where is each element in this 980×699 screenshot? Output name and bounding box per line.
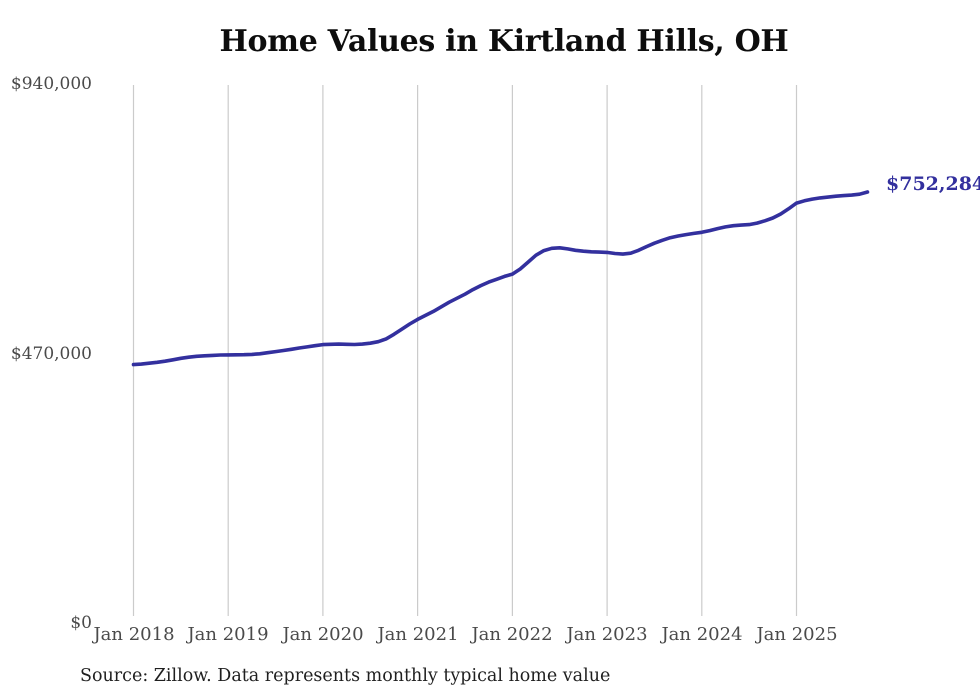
x-tick-label-jan-2023: Jan 2023: [566, 624, 648, 645]
x-tick-label-jan-2025: Jan 2025: [756, 624, 838, 645]
x-tick-label-jan-2022: Jan 2022: [471, 624, 553, 645]
y-tick-label-0: $0: [70, 613, 92, 633]
x-tick-label-jan-2024: Jan 2024: [661, 624, 743, 645]
end-value-label: $752,284: [886, 173, 980, 195]
source-note: Source: Zillow. Data represents monthly …: [80, 666, 611, 686]
home-value-line: [131, 190, 870, 367]
x-tick-label-jan-2020: Jan 2020: [282, 624, 364, 645]
y-tick-label-470000: $470,000: [10, 344, 92, 364]
x-tick-label-jan-2019: Jan 2019: [187, 624, 269, 645]
x-tick-label-jan-2018: Jan 2018: [93, 624, 175, 645]
chart-title: Home Values in Kirtland Hills, OH: [219, 24, 789, 59]
y-tick-label-940000: $940,000: [10, 74, 92, 94]
x-tick-label-jan-2021: Jan 2021: [377, 624, 459, 645]
